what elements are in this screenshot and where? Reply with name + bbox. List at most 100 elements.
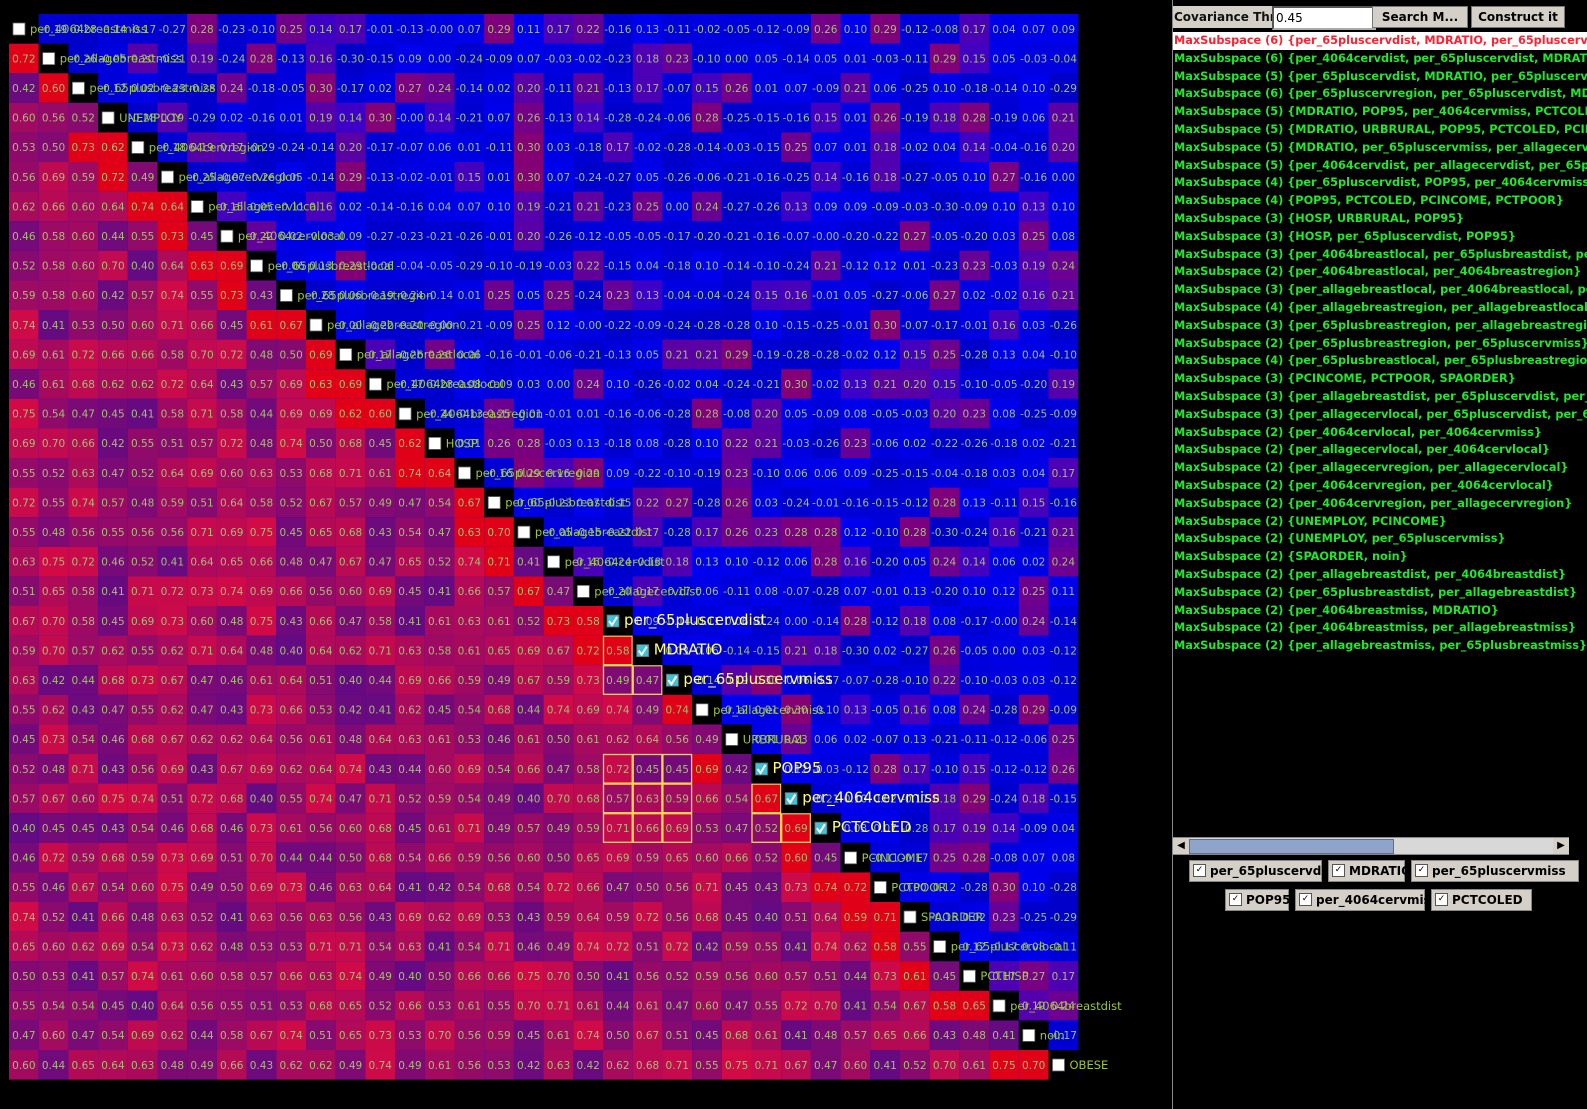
variable-label[interactable]: per_allagebreastdist bbox=[535, 525, 653, 539]
variable-checkbox[interactable] bbox=[725, 733, 739, 746]
variable-checkbox[interactable] bbox=[576, 585, 590, 598]
variable-checkbox[interactable] bbox=[131, 140, 145, 154]
subspace-list[interactable]: MaxSubspace (6) {per_65pluscervdist, MDR… bbox=[1173, 32, 1587, 837]
subspace-item[interactable]: MaxSubspace (2) {per_4064cervregion, per… bbox=[1174, 478, 1554, 492]
subspace-item[interactable]: MaxSubspace (2) {per_4064cervregion, per… bbox=[1174, 496, 1573, 510]
variable-label[interactable]: per_65plusbreastmiss bbox=[89, 81, 215, 95]
checkbox-icon[interactable]: ✓ bbox=[1229, 893, 1242, 906]
subspace-item[interactable]: MaxSubspace (2) {UNEMPLOY, PCINCOME} bbox=[1174, 514, 1447, 528]
horizontal-scrollbar[interactable]: ◀ ▶ bbox=[1173, 837, 1569, 855]
variable-label[interactable]: MDRATIO bbox=[654, 641, 723, 659]
variable-checkbox[interactable] bbox=[963, 969, 976, 983]
subspace-item[interactable]: MaxSubspace (3) {per_allagebreastdist, p… bbox=[1174, 389, 1587, 403]
scroll-left-icon[interactable]: ◀ bbox=[1173, 838, 1189, 854]
variable-label[interactable]: HOSP bbox=[446, 436, 478, 450]
variable-label[interactable]: PCTPOOR bbox=[891, 880, 946, 894]
variable-label[interactable]: SPAORDER bbox=[921, 910, 983, 924]
variable-label[interactable]: per_4064cervlocal bbox=[238, 229, 344, 243]
variable-label[interactable]: per_65pluscervlocal bbox=[951, 940, 1066, 954]
variable-checkbox[interactable] bbox=[903, 910, 917, 924]
checkbox-icon[interactable]: ✓ bbox=[1193, 864, 1206, 877]
covariance-threshold-input[interactable] bbox=[1272, 6, 1376, 30]
variable-checkbox[interactable] bbox=[992, 999, 1006, 1013]
variable-checkbox[interactable] bbox=[250, 259, 264, 273]
variable-checkbox[interactable] bbox=[547, 555, 560, 569]
variable-checkbox[interactable] bbox=[12, 22, 26, 36]
subspace-item[interactable]: MaxSubspace (3) {HOSP, URBRURAL, POP95} bbox=[1174, 211, 1465, 225]
subspace-item[interactable]: MaxSubspace (3) {per_allagebreastlocal, … bbox=[1174, 283, 1587, 297]
variable-checkbox[interactable] bbox=[398, 407, 412, 421]
variable-label[interactable]: per_65pluscervmiss bbox=[683, 670, 833, 689]
subspace-item[interactable]: MaxSubspace (3) {per_allagecervlocal, pe… bbox=[1174, 407, 1587, 421]
subspace-item[interactable]: MaxSubspace (4) {per_65pluscervdist, POP… bbox=[1174, 176, 1587, 190]
variable-label[interactable]: per_allagebreastlocal bbox=[357, 348, 480, 362]
variable-checkbox[interactable] bbox=[279, 288, 293, 302]
variable-checkbox[interactable] bbox=[844, 851, 857, 865]
search-button[interactable]: Search M... bbox=[1372, 6, 1468, 28]
variable-label[interactable]: PCINCOME bbox=[862, 851, 923, 865]
variable-chip[interactable]: ✓ POP95 bbox=[1225, 889, 1291, 911]
variable-label[interactable]: per_4064breastlocal bbox=[386, 377, 503, 391]
variable-label[interactable]: per_65plusbreastdist bbox=[505, 496, 626, 510]
variable-checkbox[interactable] bbox=[72, 81, 85, 95]
variable-checkbox[interactable] bbox=[161, 170, 174, 184]
subspace-item[interactable]: MaxSubspace (6) {per_4064cervdist, per_6… bbox=[1174, 51, 1587, 65]
variable-chip[interactable]: ✓ PCTCOLED bbox=[1431, 889, 1532, 911]
variable-checkbox[interactable] bbox=[487, 496, 501, 510]
subspace-item[interactable]: MaxSubspace (5) {MDRATIO, per_65pluscerv… bbox=[1174, 140, 1587, 154]
construct-button[interactable]: Construct it bbox=[1471, 6, 1565, 28]
variable-checkbox[interactable] bbox=[873, 881, 887, 894]
subspace-item[interactable]: MaxSubspace (3) {per_65plusbreastregion,… bbox=[1174, 318, 1587, 332]
variable-label[interactable]: per_4064breastmiss bbox=[30, 22, 147, 36]
subspace-item[interactable]: MaxSubspace (2) {per_4064breastmiss, per… bbox=[1174, 621, 1577, 635]
variable-label[interactable]: per_65plusbreastregion bbox=[297, 288, 433, 302]
variable-label[interactable]: per_allagebreastregion bbox=[327, 318, 459, 332]
variable-checkbox[interactable] bbox=[517, 525, 531, 539]
variable-label[interactable]: URBRURAL bbox=[743, 732, 806, 746]
variable-label[interactable]: per_65pluscervregion bbox=[476, 466, 601, 480]
subspace-item[interactable]: MaxSubspace (5) {per_65pluscervdist, MDR… bbox=[1174, 69, 1587, 83]
subspace-item[interactable]: MaxSubspace (3) {per_4064breastlocal, pe… bbox=[1174, 247, 1587, 261]
checkbox-icon[interactable]: ✓ bbox=[1435, 893, 1448, 906]
subspace-item[interactable]: MaxSubspace (2) {per_4064breastmiss, MDR… bbox=[1174, 603, 1499, 617]
subspace-item[interactable]: MaxSubspace (3) {HOSP, per_65pluscervdis… bbox=[1174, 229, 1516, 243]
subspace-item[interactable]: MaxSubspace (6) {per_65pluscervregion, p… bbox=[1174, 87, 1587, 101]
variable-checkbox[interactable] bbox=[220, 229, 234, 243]
variable-checkbox[interactable] bbox=[190, 200, 204, 214]
subspace-item[interactable]: MaxSubspace (2) {per_allagebreastmiss, p… bbox=[1174, 639, 1587, 653]
subspace-item[interactable]: MaxSubspace (2) {per_allagecervlocal, pe… bbox=[1174, 443, 1550, 457]
subspace-item[interactable]: MaxSubspace (3) {PCINCOME, PCTPOOR, SPAO… bbox=[1174, 372, 1516, 386]
scroll-right-icon[interactable]: ▶ bbox=[1553, 838, 1569, 854]
variable-label[interactable]: POP95 bbox=[773, 759, 822, 777]
subspace-item[interactable]: MaxSubspace (2) {SPAORDER, noin} bbox=[1174, 550, 1408, 564]
variable-label[interactable]: per_4064cervmiss bbox=[802, 789, 940, 808]
variable-checkbox[interactable] bbox=[42, 52, 56, 65]
subspace-item[interactable]: MaxSubspace (2) {UNEMPLOY, per_65pluscer… bbox=[1174, 532, 1506, 546]
subspace-item[interactable]: MaxSubspace (6) {per_65pluscervdist, MDR… bbox=[1173, 32, 1587, 50]
variable-chip[interactable]: ✓ per_65pluscervdist bbox=[1189, 860, 1338, 882]
variable-label[interactable]: per_65pluscervdist bbox=[624, 611, 767, 630]
variable-label[interactable]: per_allagecervlocal bbox=[208, 200, 319, 214]
subspace-item[interactable]: MaxSubspace (4) {per_allagebreastregion,… bbox=[1174, 300, 1587, 314]
variable-checkbox[interactable] bbox=[309, 318, 323, 332]
variable-chip[interactable]: ✓ per_65pluscervmiss bbox=[1411, 860, 1579, 882]
variable-label[interactable]: per_allagecervdist bbox=[594, 584, 700, 598]
variable-label[interactable]: UNEMPLOY bbox=[119, 111, 183, 125]
variable-label[interactable]: per_4064breastdist bbox=[1010, 999, 1122, 1013]
variable-checkbox[interactable] bbox=[1052, 1058, 1065, 1072]
scrollbar-thumb[interactable] bbox=[1189, 839, 1394, 854]
subspace-item[interactable]: MaxSubspace (4) {per_65plusbreastlocal, … bbox=[1174, 354, 1587, 368]
variable-label[interactable]: per_allagecervmiss bbox=[713, 703, 824, 717]
variable-checkbox[interactable] bbox=[339, 348, 353, 362]
variable-checkbox[interactable] bbox=[695, 703, 709, 717]
variable-checkbox[interactable] bbox=[933, 940, 947, 953]
variable-label[interactable]: OBESE bbox=[1070, 1058, 1109, 1072]
subspace-item[interactable]: MaxSubspace (5) {per_4064cervdist, per_a… bbox=[1174, 158, 1587, 172]
checkbox-icon[interactable]: ✓ bbox=[1299, 893, 1312, 906]
variable-label[interactable]: PCTCOLED bbox=[832, 818, 911, 836]
variable-checkbox[interactable] bbox=[1022, 1029, 1036, 1042]
variable-checkbox[interactable] bbox=[458, 466, 471, 480]
subspace-item[interactable]: MaxSubspace (2) {per_65plusbreastdist, p… bbox=[1174, 585, 1577, 599]
variable-label[interactable]: per_65plusbreastlocal bbox=[268, 259, 394, 273]
variable-checkbox[interactable] bbox=[101, 111, 115, 125]
